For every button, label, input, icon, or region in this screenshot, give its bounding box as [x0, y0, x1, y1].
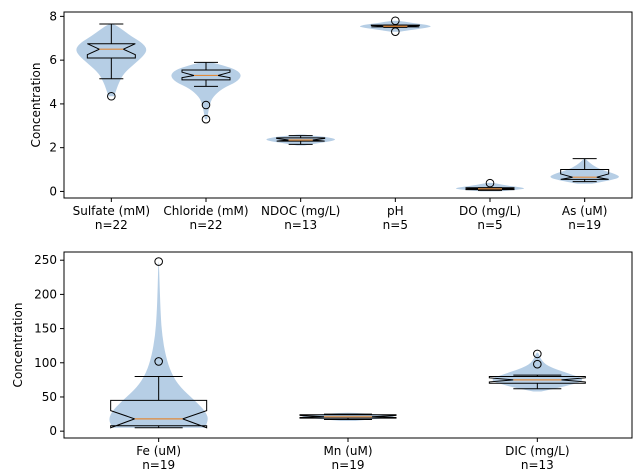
outlier-4-0 — [485, 178, 495, 188]
y-tick-label-2: 4 — [49, 97, 57, 111]
box-2 — [488, 375, 586, 384]
n-label-4: n=5 — [477, 218, 502, 232]
box-1 — [181, 69, 231, 81]
outlier-1-0 — [201, 100, 211, 110]
n-label-1: n=22 — [190, 218, 223, 232]
y-tick-label-2: 100 — [34, 356, 57, 370]
category-label-3: pH — [387, 204, 404, 218]
y-tick-label-0: 0 — [49, 424, 57, 438]
category-label-1: Mn (uM) — [323, 444, 372, 458]
box-4 — [465, 187, 515, 191]
n-label-5: n=19 — [568, 218, 601, 232]
box-1 — [299, 414, 397, 419]
category-label-2: DIC (mg/L) — [505, 444, 569, 458]
category-label-0: Sulfate (mM) — [73, 204, 150, 218]
n-label-0: n=22 — [95, 218, 128, 232]
box-0 — [110, 399, 208, 429]
violin-2 — [492, 352, 583, 392]
outlier-0-1 — [154, 357, 163, 366]
outlier-0-0 — [107, 91, 116, 101]
plot-frame — [63, 11, 633, 199]
category-label-2: NDOC (mg/L) — [261, 204, 340, 218]
box-2 — [276, 137, 326, 142]
y-tick-label-4: 8 — [49, 9, 57, 23]
n-label-3: n=5 — [383, 218, 408, 232]
y-tick-label-3: 150 — [34, 322, 57, 336]
outlier-3-1 — [391, 27, 400, 36]
violin-0 — [109, 261, 208, 428]
y-tick-label-3: 6 — [49, 53, 57, 67]
y-tick-label-5: 250 — [34, 253, 57, 267]
box-5 — [560, 169, 610, 180]
n-label-0: n=19 — [142, 458, 175, 472]
y-tick-label-1: 50 — [42, 390, 57, 404]
n-label-2: n=13 — [521, 458, 554, 472]
plot-frame — [63, 251, 633, 439]
outlier-1-1 — [201, 114, 211, 124]
violin-5 — [550, 158, 619, 184]
outlier-2-1 — [533, 359, 542, 369]
category-label-5: As (uM) — [562, 204, 608, 218]
category-label-0: Fe (uM) — [136, 444, 181, 458]
outlier-2-0 — [533, 349, 542, 359]
outlier-3-0 — [391, 16, 400, 26]
y-axis-label: Concentration — [11, 303, 25, 388]
box-0 — [86, 43, 136, 59]
n-label-2: n=13 — [284, 218, 317, 232]
box-3 — [370, 24, 420, 28]
n-label-1: n=19 — [332, 458, 365, 472]
y-tick-label-1: 2 — [49, 141, 57, 155]
outlier-0-0 — [154, 257, 163, 266]
y-tick-label-4: 200 — [34, 287, 57, 301]
y-axis-label: Concentration — [29, 63, 43, 148]
category-label-4: DO (mg/L) — [459, 204, 521, 218]
y-tick-label-0: 0 — [49, 184, 57, 198]
category-label-1: Chloride (mM) — [163, 204, 248, 218]
